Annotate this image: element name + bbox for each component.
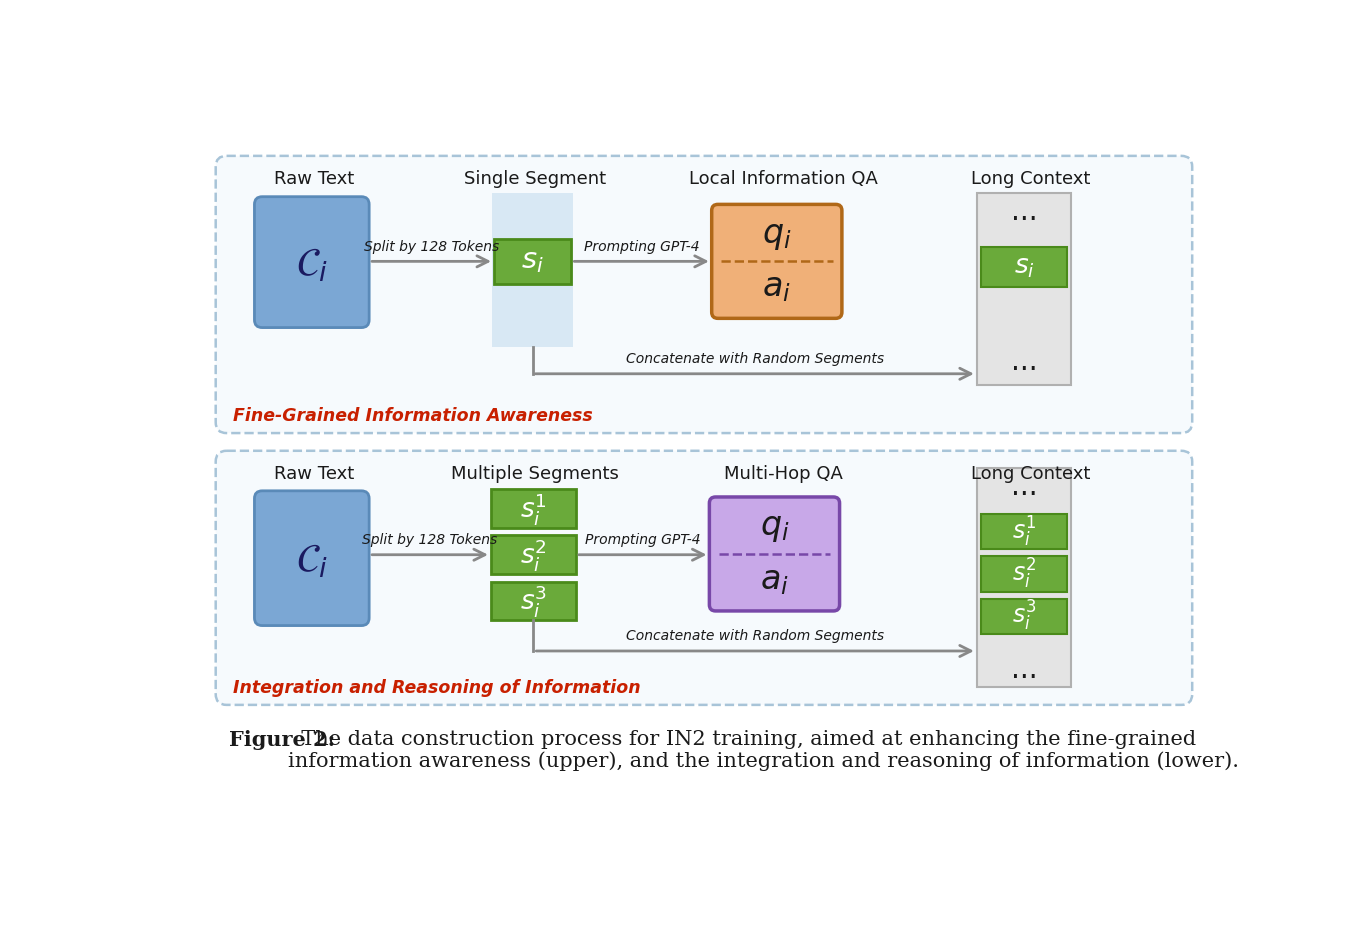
- Text: Multiple Segments: Multiple Segments: [451, 464, 619, 482]
- Text: $s_i^1$: $s_i^1$: [1012, 515, 1037, 549]
- Text: $s_i$: $s_i$: [1014, 254, 1034, 280]
- Text: Prompting GPT-4: Prompting GPT-4: [583, 239, 699, 254]
- Text: Single Segment: Single Segment: [464, 170, 607, 188]
- Text: Split by 128 Tokens: Split by 128 Tokens: [363, 239, 499, 254]
- Bar: [490, 535, 576, 574]
- Text: $\mathcal{C}_i$: $\mathcal{C}_i$: [296, 542, 328, 580]
- Bar: [977, 467, 1071, 687]
- Text: Concatenate with Random Segments: Concatenate with Random Segments: [626, 352, 884, 366]
- Text: $s_i^3$: $s_i^3$: [1012, 599, 1037, 634]
- Text: ...: ...: [1011, 657, 1037, 684]
- Text: $s_i^2$: $s_i^2$: [1012, 557, 1037, 591]
- Text: $q_i$: $q_i$: [759, 511, 790, 544]
- Bar: [981, 556, 1067, 591]
- Text: Split by 128 Tokens: Split by 128 Tokens: [362, 533, 497, 547]
- FancyBboxPatch shape: [216, 451, 1193, 705]
- Text: ...: ...: [1011, 473, 1037, 501]
- Bar: [981, 514, 1067, 550]
- Bar: [490, 582, 576, 621]
- Text: ...: ...: [1011, 348, 1037, 377]
- Text: $s_i^1$: $s_i^1$: [520, 491, 546, 527]
- Text: The data construction process for IN2 training, aimed at enhancing the fine-grai: The data construction process for IN2 tr…: [288, 729, 1239, 771]
- Text: Raw Text: Raw Text: [275, 464, 354, 482]
- Text: $s_i$: $s_i$: [522, 247, 544, 275]
- Text: Figure 2:: Figure 2:: [229, 729, 335, 749]
- Text: Integration and Reasoning of Information: Integration and Reasoning of Information: [232, 679, 641, 697]
- Bar: [492, 193, 572, 347]
- FancyBboxPatch shape: [712, 204, 841, 319]
- Bar: [977, 193, 1071, 385]
- Text: Raw Text: Raw Text: [275, 170, 354, 188]
- Bar: [981, 247, 1067, 287]
- Bar: [494, 239, 571, 284]
- FancyBboxPatch shape: [709, 497, 840, 611]
- Text: Concatenate with Random Segments: Concatenate with Random Segments: [626, 629, 884, 643]
- Text: $a_i$: $a_i$: [759, 564, 790, 597]
- Text: Local Information QA: Local Information QA: [688, 170, 877, 188]
- Text: $s_i^3$: $s_i^3$: [520, 583, 546, 619]
- Text: $q_i$: $q_i$: [762, 219, 791, 252]
- Bar: [981, 599, 1067, 634]
- FancyBboxPatch shape: [216, 156, 1193, 433]
- Text: ...: ...: [1011, 198, 1037, 226]
- FancyBboxPatch shape: [254, 197, 369, 327]
- Text: $s_i^2$: $s_i^2$: [520, 536, 546, 572]
- FancyBboxPatch shape: [254, 491, 369, 625]
- Text: Long Context: Long Context: [971, 464, 1090, 482]
- Text: Prompting GPT-4: Prompting GPT-4: [585, 533, 701, 547]
- Text: Long Context: Long Context: [971, 170, 1090, 188]
- Text: Fine-Grained Information Awareness: Fine-Grained Information Awareness: [232, 407, 593, 425]
- Bar: [490, 489, 576, 528]
- Text: $a_i$: $a_i$: [762, 272, 791, 304]
- Text: Multi-Hop QA: Multi-Hop QA: [724, 464, 843, 482]
- Text: $\mathcal{C}_i$: $\mathcal{C}_i$: [296, 246, 328, 284]
